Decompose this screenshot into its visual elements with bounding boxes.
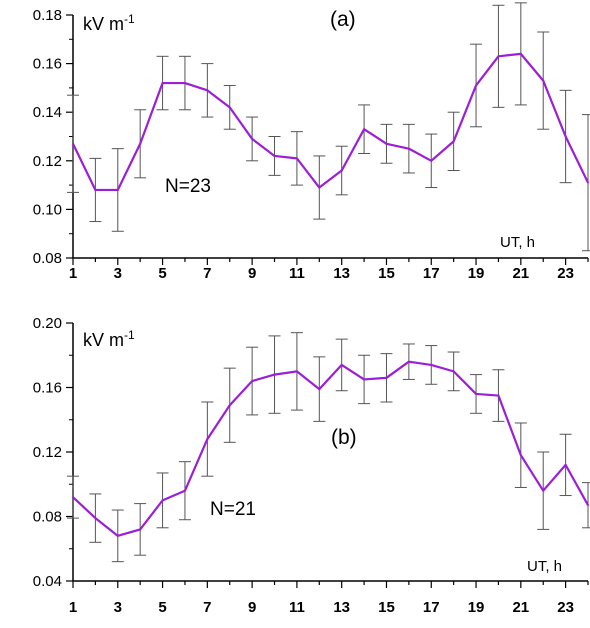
y-tick-label: 0.12: [33, 444, 62, 461]
data-point: [72, 496, 74, 499]
x-tick-label: 23: [557, 265, 574, 282]
data-point: [340, 364, 343, 366]
data-point: [251, 380, 254, 382]
data-point: [72, 142, 74, 145]
x-tick-label: 3: [114, 265, 122, 282]
data-point: [139, 528, 142, 531]
x-tick-label: 9: [248, 599, 256, 616]
data-point: [273, 155, 276, 157]
data-point: [564, 464, 567, 466]
x-tick-label: 23: [557, 599, 574, 616]
data-point: [587, 504, 589, 507]
x-tick-label: 11: [289, 265, 305, 282]
x-tick-label: 19: [468, 265, 485, 282]
data-point: [385, 376, 388, 379]
data-point: [587, 181, 589, 184]
data-point: [94, 189, 97, 191]
x-axis-label: UT, h: [500, 234, 535, 251]
data-point: [430, 159, 433, 162]
sample-size-annotation: N=21: [210, 499, 256, 520]
x-tick-label: 19: [468, 599, 485, 616]
y-unit-exponent: -1: [124, 12, 135, 26]
data-point: [542, 489, 545, 492]
x-tick-label: 21: [512, 265, 529, 282]
data-point: [116, 534, 119, 537]
x-axis-label: UT, h: [527, 558, 562, 575]
y-tick-label: 0.04: [33, 573, 62, 590]
data-point: [184, 489, 186, 492]
data-point: [116, 189, 119, 191]
data-point: [94, 517, 97, 520]
data-point: [206, 438, 209, 440]
data-point: [475, 84, 477, 87]
data-point: [161, 82, 164, 84]
y-tick-label: 0.16: [33, 56, 62, 73]
data-point: [564, 135, 567, 138]
x-tick-label: 11: [289, 599, 305, 616]
data-point: [161, 499, 164, 502]
data-point: [340, 169, 343, 172]
chart-panel-b: 0.040.080.120.160.201 3 5 7 9 11 13 15 17 19 21 23k…: [33, 315, 590, 616]
x-tick-label: 5: [158, 265, 166, 282]
data-point: [184, 82, 186, 84]
y-tick-label: 0.08: [33, 250, 62, 267]
data-point: [363, 378, 365, 381]
data-point: [228, 106, 231, 109]
y-unit-exponent: -1: [124, 328, 135, 342]
data-point: [452, 370, 455, 373]
panel-label: (b): [331, 426, 357, 449]
x-tick-label: 1: [69, 265, 77, 282]
sample-size-annotation: N=23: [165, 176, 211, 197]
x-tick-label: 17: [423, 265, 440, 282]
data-point: [519, 454, 522, 457]
data-point: [273, 373, 276, 376]
data-point: [296, 157, 298, 160]
y-tick-label: 0.20: [33, 315, 62, 332]
x-tick-label: 13: [333, 265, 350, 282]
data-point: [385, 142, 388, 145]
data-point: [452, 140, 455, 143]
x-tick-label: 1: [69, 599, 77, 616]
y-tick-label: 0.14: [33, 104, 62, 121]
x-tick-label: 7: [203, 265, 211, 282]
y-tick-label: 0.16: [33, 380, 62, 397]
data-line: [72, 360, 589, 537]
data-point: [497, 394, 500, 397]
data-point: [139, 142, 142, 145]
data-line: [72, 52, 589, 192]
data-point: [296, 370, 298, 373]
data-point: [519, 52, 522, 55]
x-tick-label: 13: [333, 599, 350, 616]
data-point: [363, 128, 365, 131]
data-point: [407, 360, 410, 363]
data-point: [251, 138, 254, 140]
x-tick-label: 9: [248, 265, 256, 282]
x-tick-label: 17: [423, 599, 440, 616]
data-point: [430, 364, 433, 366]
y-unit-label: kV m-1: [83, 328, 135, 350]
x-tick-label: 3: [114, 599, 122, 616]
data-point: [542, 79, 545, 82]
x-tick-label: 21: [512, 599, 529, 616]
y-unit-label: kV m-1: [83, 12, 135, 34]
chart-panel-a: 0.080.100.120.140.160.181 3 5 7 9 11 13 15 17 19 2…: [33, 2, 590, 282]
x-tick-label: 5: [158, 599, 166, 616]
data-point: [228, 404, 231, 407]
x-tick-label: 7: [203, 599, 211, 616]
data-point: [206, 89, 209, 92]
data-point: [407, 147, 410, 150]
data-point: [497, 55, 500, 58]
data-point: [475, 393, 477, 395]
y-tick-label: 0.12: [33, 153, 62, 170]
x-tick-label: 15: [378, 265, 395, 282]
data-point: [318, 186, 321, 189]
y-tick-label: 0.18: [33, 7, 62, 24]
y-tick-label: 0.10: [33, 201, 62, 218]
x-tick-label: 15: [378, 599, 395, 616]
panel-label: (a): [330, 8, 356, 31]
y-tick-label: 0.08: [33, 509, 62, 526]
data-point: [318, 388, 321, 391]
